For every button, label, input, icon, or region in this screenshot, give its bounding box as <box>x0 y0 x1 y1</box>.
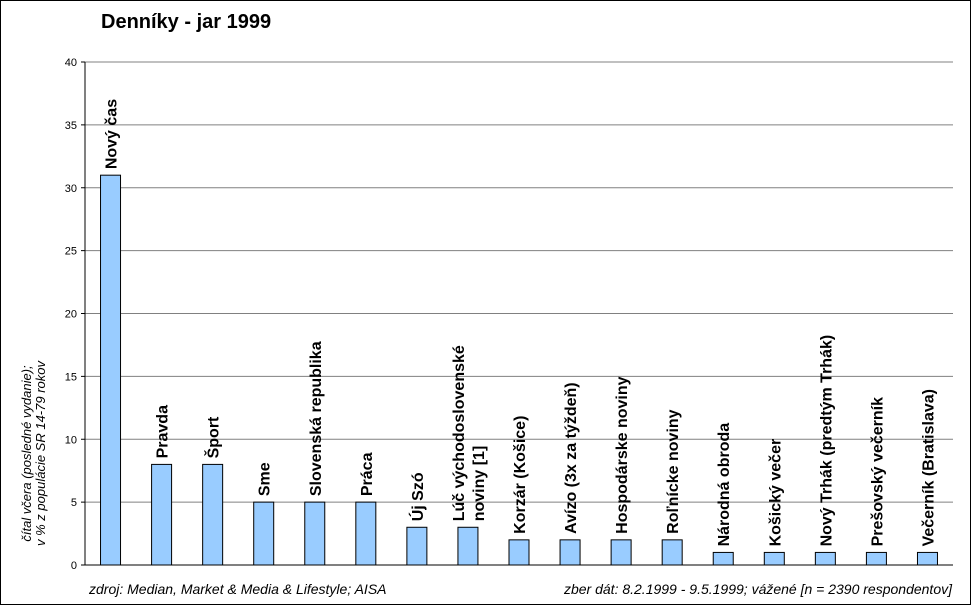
source-note: zdroj: Median, Market & Media & Lifestyl… <box>89 581 387 597</box>
bar-label-line: Prešovský večerník <box>869 397 886 547</box>
bar-label: Slovenská republika <box>308 341 325 496</box>
bar-label: Večerník (Bratislava) <box>920 389 937 546</box>
bar-label: Hospodárske noviny <box>614 376 631 533</box>
bar <box>814 551 836 566</box>
bar <box>355 501 377 566</box>
y-tick-label: 0 <box>71 560 77 572</box>
bar-label-line: noviny [1] <box>471 446 488 522</box>
bar <box>916 551 938 566</box>
bar <box>253 501 275 566</box>
bar-label-line: Sme <box>257 462 274 496</box>
y-axis-title-line: v % z populácie SR 14-79 rokov <box>33 360 48 546</box>
y-tick-label: 15 <box>65 371 77 383</box>
bar <box>406 526 428 566</box>
bar-label-line: Nový Trhák (predtým Trhák) <box>818 335 835 547</box>
y-tick-labels: 0 5 10 15 20 25 30 35 40 <box>65 57 77 572</box>
bar-label-line: Práca <box>359 452 376 496</box>
bar <box>202 463 224 566</box>
bar-label: Új Szó <box>408 472 427 521</box>
bar <box>457 526 479 566</box>
bar <box>661 539 683 566</box>
bar <box>559 539 581 566</box>
bar <box>763 551 785 566</box>
bar-label-line: Národná obroda <box>716 423 733 547</box>
bar-label: Prešovský večerník <box>869 397 886 547</box>
bar-label: Korzár (Košice) <box>512 416 529 534</box>
bar <box>151 463 173 566</box>
bar-label: Šport <box>204 416 223 458</box>
chart-title: Denníky - jar 1999 <box>101 11 272 33</box>
collection-note: zber dát: 8.2.1999 - 9.5.1999; vážené [n… <box>563 581 952 597</box>
bar-label-line: Šport <box>204 416 223 458</box>
bar-label: Pravda <box>155 405 172 458</box>
bar <box>865 551 887 566</box>
bar <box>304 501 326 566</box>
bar-label-line: Košický večer <box>767 439 784 547</box>
bar-label: Avízo (3x za týždeň) <box>563 382 580 533</box>
bar-label-line: Lúč východoslovenské <box>451 345 468 521</box>
bar-labels: Nový čas Pravda Šport Sme Slovenská republik… <box>104 99 938 547</box>
y-axis-label: čítal včera (posledné vydanie);v % z pop… <box>19 360 48 546</box>
bar-label-line: Pravda <box>155 405 172 458</box>
bars <box>100 174 938 566</box>
bar-label: Práca <box>359 452 376 496</box>
y-tick-label: 40 <box>65 57 77 69</box>
bar-label: Národná obroda <box>716 423 733 547</box>
y-tick-label: 5 <box>71 497 77 509</box>
y-axis-title: čítal včera (posledné vydanie);v % z pop… <box>19 360 48 546</box>
y-tick-label: 20 <box>65 309 77 321</box>
bar-label: Nový čas <box>104 99 121 169</box>
bar-label: Košický večer <box>767 439 784 547</box>
y-tick-label: 35 <box>65 120 77 132</box>
bar-label-line: Korzár (Košice) <box>512 416 529 534</box>
bar-label: Lúč východoslovenské noviny [1] <box>451 345 488 521</box>
y-tick-label: 10 <box>65 434 77 446</box>
bar-label-line: Avízo (3x za týždeň) <box>563 382 580 533</box>
bar-label-line: Új Szó <box>408 472 427 521</box>
bar-label: Sme <box>257 462 274 496</box>
y-axis-title-line: čítal včera (posledné vydanie); <box>19 365 34 542</box>
bar <box>610 539 632 566</box>
bar-label-line: Slovenská republika <box>308 341 325 496</box>
bar <box>508 539 530 566</box>
y-tick-label: 30 <box>65 183 77 195</box>
bar <box>100 174 122 566</box>
bar <box>712 551 734 566</box>
bar-label-line: Hospodárske noviny <box>614 376 631 533</box>
bar-label: Roľnícke noviny <box>665 409 682 534</box>
bar-label-line: Nový čas <box>104 99 121 169</box>
bar-label-line: Roľnícke noviny <box>665 409 682 534</box>
bar-label: Nový Trhák (predtým Trhák) <box>818 335 835 547</box>
gridlines <box>85 61 953 503</box>
bar-label-line: Večerník (Bratislava) <box>920 389 937 546</box>
y-tick-label: 25 <box>65 246 77 258</box>
